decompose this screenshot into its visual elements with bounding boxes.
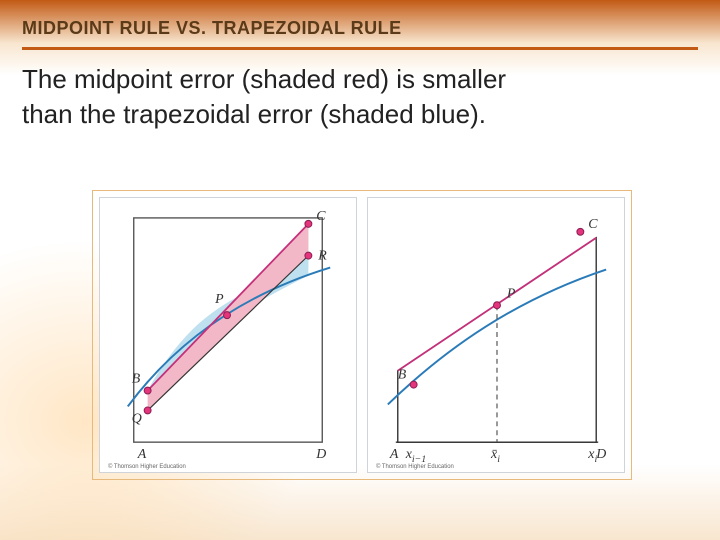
- body-text: The midpoint error (shaded red) is small…: [22, 62, 698, 132]
- point-B: [144, 387, 151, 394]
- figure-left-svg: B Q C R P A D © Thomson Higher Education: [100, 198, 356, 472]
- slide: MIDPOINT RULE VS. TRAPEZOIDAL RULE The m…: [0, 0, 720, 540]
- figure-left: B Q C R P A D © Thomson Higher Education: [99, 197, 357, 473]
- point-label-Q: Q: [132, 411, 142, 426]
- point-C: [577, 228, 584, 235]
- figure-right-svg: BCP ADxi−1x̄ixi © Thomson Higher Educati…: [368, 198, 624, 472]
- point-label-C: C: [588, 217, 598, 232]
- body-line-2: than the trapezoidal error (shaded blue)…: [22, 97, 698, 132]
- trap-outline: [398, 238, 596, 442]
- points-right: B C P: [398, 217, 599, 388]
- point-label-P: P: [214, 292, 224, 307]
- point-Q: [144, 407, 151, 414]
- line-qr: [148, 256, 309, 411]
- point-B: [410, 381, 417, 388]
- point-P: [224, 312, 231, 319]
- point-label-B: B: [398, 368, 407, 383]
- point-R: [305, 252, 312, 259]
- credit-right: © Thomson Higher Education: [376, 463, 454, 470]
- axis-xbar: x̄i: [490, 447, 500, 465]
- point-label-R: R: [317, 249, 327, 264]
- point-label-P: P: [506, 286, 516, 301]
- figure-wrap: B Q C R P A D © Thomson Higher Education: [92, 190, 632, 480]
- title-bar: MIDPOINT RULE VS. TRAPEZOIDAL RULE: [22, 18, 698, 50]
- body-line-1: The midpoint error (shaded red) is small…: [22, 62, 698, 97]
- figure-right: BCP ADxi−1x̄ixi © Thomson Higher Educati…: [367, 197, 625, 473]
- point-C: [305, 220, 312, 227]
- axis-A-r: A: [389, 447, 399, 462]
- point-label-C: C: [316, 209, 326, 224]
- slide-title: MIDPOINT RULE VS. TRAPEZOIDAL RULE: [22, 18, 402, 38]
- axis-D: D: [315, 447, 326, 462]
- axis-labels-right: ADxi−1x̄ixi: [389, 447, 606, 465]
- point-label-B: B: [132, 372, 141, 387]
- point-P: [494, 302, 501, 309]
- axis-A: A: [137, 447, 147, 462]
- credit-left: © Thomson Higher Education: [108, 463, 186, 470]
- chord-bc: [148, 224, 309, 391]
- axis-xi-1: xi−1: [405, 447, 427, 465]
